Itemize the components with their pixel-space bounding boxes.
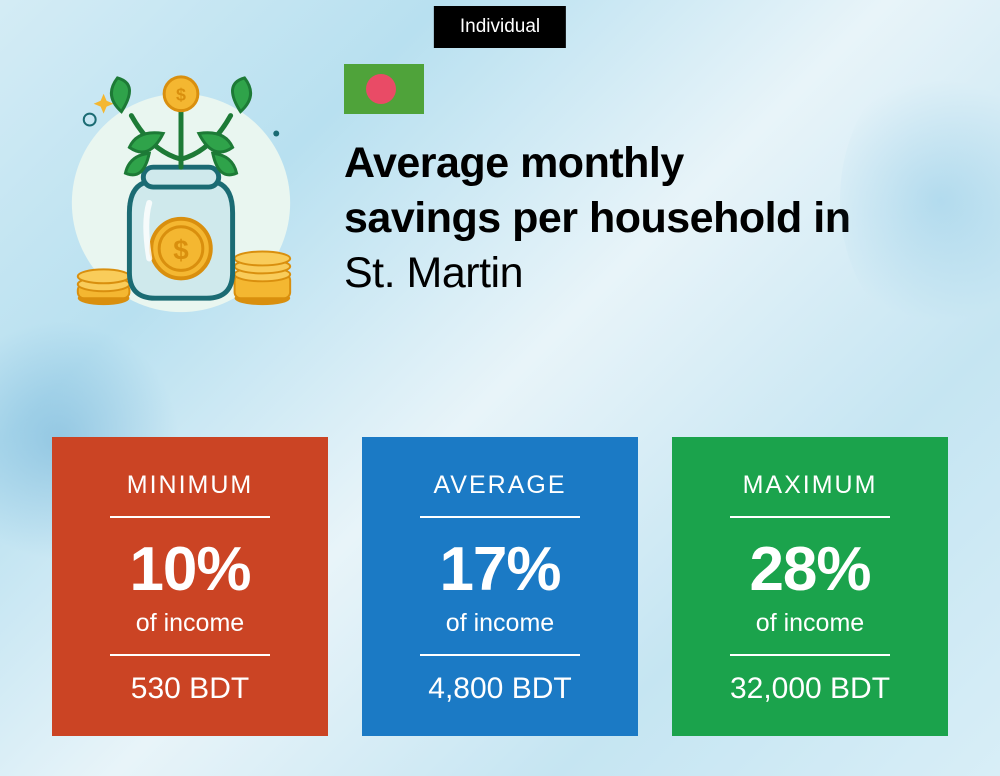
category-badge: Individual [434, 6, 566, 48]
card-average: AVERAGE 17% of income 4,800 BDT [362, 437, 638, 736]
divider [420, 654, 580, 656]
savings-illustration: $ $ [52, 64, 310, 322]
card-percent: 10% [80, 534, 300, 605]
card-amount: 32,000 BDT [700, 672, 920, 706]
divider [420, 516, 580, 518]
divider [730, 654, 890, 656]
title-line-2: savings per household in [344, 194, 850, 242]
svg-text:$: $ [173, 234, 189, 265]
card-amount: 4,800 BDT [390, 672, 610, 706]
divider [110, 516, 270, 518]
card-percent: 17% [390, 534, 610, 605]
title-location: St. Martin [344, 249, 523, 297]
card-percent: 28% [700, 534, 920, 605]
card-maximum: MAXIMUM 28% of income 32,000 BDT [672, 437, 948, 736]
flag-icon [344, 64, 424, 114]
divider [110, 654, 270, 656]
card-label: MINIMUM [80, 471, 300, 500]
title-block: Average monthly savings per household in… [344, 64, 960, 301]
divider [730, 516, 890, 518]
svg-text:$: $ [176, 85, 186, 105]
card-minimum: MINIMUM 10% of income 530 BDT [52, 437, 328, 736]
page-title: Average monthly savings per household in… [344, 136, 960, 301]
header: $ $ [52, 64, 960, 322]
title-line-1: Average monthly [344, 139, 684, 187]
card-label: MAXIMUM [700, 471, 920, 500]
card-sub: of income [700, 609, 920, 638]
card-label: AVERAGE [390, 471, 610, 500]
stat-cards: MINIMUM 10% of income 530 BDT AVERAGE 17… [52, 437, 948, 736]
card-sub: of income [80, 609, 300, 638]
card-amount: 530 BDT [80, 672, 300, 706]
card-sub: of income [390, 609, 610, 638]
